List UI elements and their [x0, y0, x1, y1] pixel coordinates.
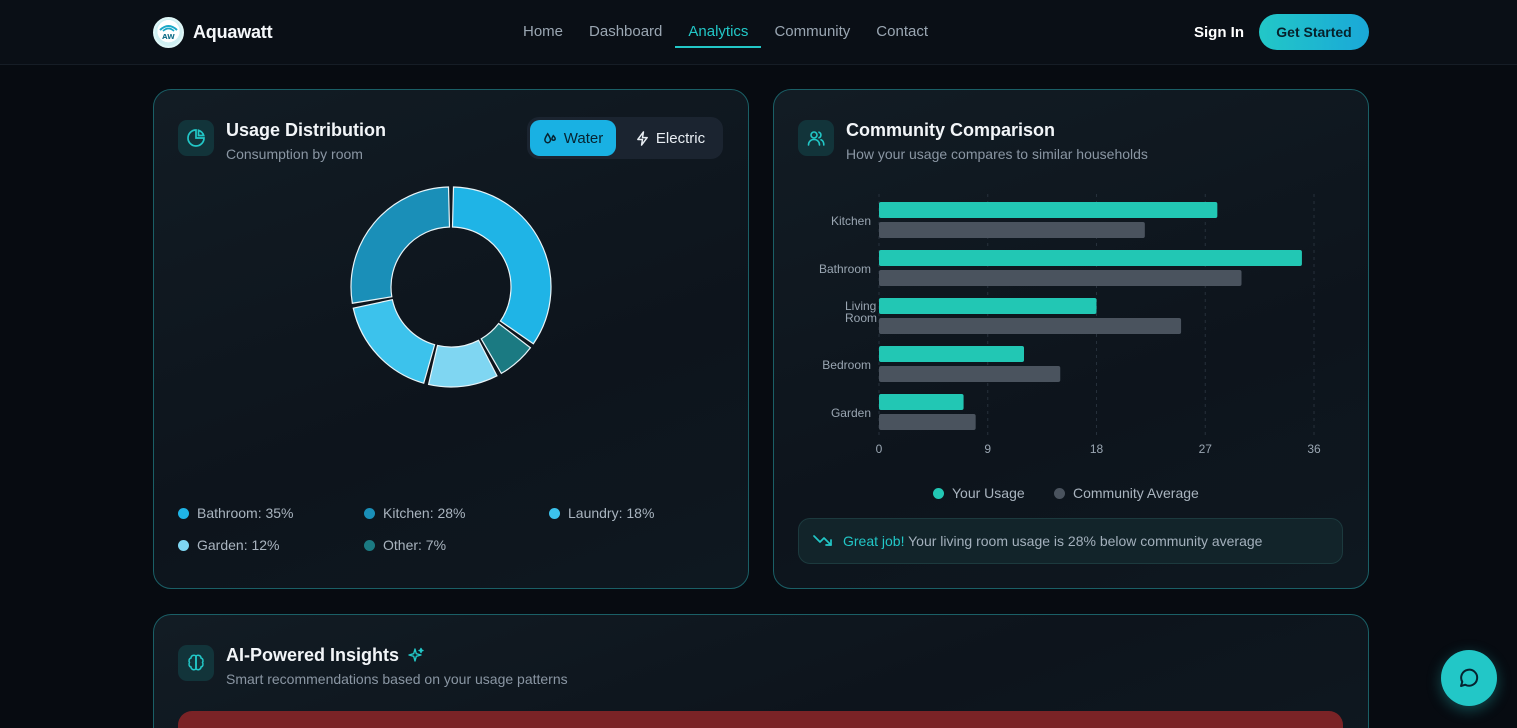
- bar-living-room-community-average[interactable]: [879, 318, 1182, 334]
- donut-slice-laundry[interactable]: [352, 298, 436, 384]
- lightning-icon: [636, 130, 648, 146]
- x-tick-label: 0: [875, 442, 883, 456]
- bar-kitchen-community-average[interactable]: [879, 222, 1145, 238]
- comparison-note: Great job! Your living room usage is 28%…: [798, 518, 1343, 564]
- donut-slice-kitchen[interactable]: [350, 186, 451, 304]
- insights-title: AI-Powered Insights: [226, 645, 425, 666]
- legend-dot: [364, 507, 375, 519]
- top-nav: AW Aquawatt Home Dashboard Analytics Com…: [0, 0, 1517, 65]
- water-toggle-button[interactable]: Water: [530, 120, 616, 156]
- brand[interactable]: AW Aquawatt: [153, 17, 273, 48]
- category-label: Living Room: [845, 299, 878, 325]
- legend-dot: [364, 539, 375, 551]
- chat-bubble-icon: [1460, 668, 1479, 687]
- insights-title-text: AI-Powered Insights: [226, 645, 400, 665]
- water-toggle-label: Water: [563, 129, 604, 147]
- ai-insights-card: AI-Powered Insights Smart recommendation…: [153, 614, 1369, 728]
- category-label: Garden: [830, 406, 871, 420]
- droplet-icon: [543, 131, 556, 143]
- electric-toggle-button[interactable]: Electric: [622, 120, 718, 156]
- legend-dot: [1054, 487, 1065, 499]
- nav-link-home[interactable]: Home: [523, 23, 564, 40]
- get-started-button[interactable]: Get Started: [1259, 14, 1369, 50]
- legend-your-usage: Your Usage: [933, 485, 1025, 501]
- x-tick-label: 36: [1307, 442, 1321, 456]
- note-body: Your living room usage is 28% below comm…: [904, 533, 1263, 549]
- insight-alert-card[interactable]: [178, 711, 1343, 728]
- x-tick-label: 9: [984, 442, 992, 456]
- nav-link-dashboard[interactable]: Dashboard: [589, 23, 663, 40]
- brand-name: Aquawatt: [193, 22, 273, 42]
- chat-button[interactable]: [1441, 650, 1497, 706]
- legend-dot: [178, 507, 189, 519]
- nav-links: Home Dashboard Analytics Community Conta…: [510, 0, 941, 65]
- community-subtitle: How your usage compares to similar house…: [846, 146, 1148, 162]
- electric-toggle-label: Electric: [655, 129, 706, 147]
- usage-subtitle: Consumption by room: [226, 146, 363, 162]
- nav-link-analytics[interactable]: Analytics: [675, 0, 762, 65]
- donut-slice-other[interactable]: [480, 322, 532, 375]
- donut-slice-garden[interactable]: [427, 339, 498, 388]
- brain-icon: [178, 645, 214, 681]
- legend-label: Garden: 12%: [197, 537, 280, 553]
- legend-dot: [549, 507, 560, 519]
- community-comparison-card: Community Comparison How your usage comp…: [773, 89, 1369, 589]
- legend-community-average: Community Average: [1054, 485, 1199, 501]
- bar-bathroom-your-usage[interactable]: [879, 250, 1302, 266]
- trending-down-icon: [813, 535, 832, 546]
- legend-other: Other: 7%: [364, 537, 446, 553]
- sparkles-icon: [408, 647, 424, 662]
- bar-bathroom-community-average[interactable]: [879, 270, 1242, 286]
- community-title: Community Comparison: [846, 120, 1056, 140]
- svg-text:AW: AW: [162, 33, 175, 41]
- bar-kitchen-your-usage[interactable]: [879, 202, 1218, 218]
- usage-title: Usage Distribution: [226, 120, 387, 140]
- donut-slice-bathroom[interactable]: [451, 186, 552, 345]
- bar-garden-your-usage[interactable]: [879, 394, 964, 410]
- category-label: Bedroom: [822, 358, 871, 372]
- logo-icon: AW: [153, 17, 184, 48]
- legend-bathroom: Bathroom: 35%: [178, 505, 294, 521]
- nav-link-contact[interactable]: Contact: [876, 23, 928, 40]
- legend-dot: [178, 539, 189, 551]
- nav-link-community[interactable]: Community: [774, 23, 851, 40]
- resource-toggle: Water Electric: [527, 117, 723, 159]
- legend-kitchen: Kitchen: 28%: [364, 505, 466, 521]
- legend-label: Your Usage: [952, 485, 1025, 501]
- legend-laundry: Laundry: 18%: [549, 505, 654, 521]
- x-tick-label: 18: [1089, 442, 1104, 456]
- bar-bedroom-community-average[interactable]: [879, 366, 1061, 382]
- category-label: Kitchen: [830, 214, 871, 228]
- sign-in-link[interactable]: Sign In: [1194, 24, 1244, 41]
- x-tick-label: 27: [1198, 442, 1212, 456]
- legend-label: Laundry: 18%: [568, 505, 655, 521]
- usage-donut-chart: [350, 186, 552, 388]
- note-highlight: Great job!: [843, 533, 905, 549]
- legend-dot: [933, 487, 944, 499]
- legend-label: Bathroom: 35%: [197, 505, 294, 521]
- bar-bedroom-your-usage[interactable]: [879, 346, 1024, 362]
- bar-garden-community-average[interactable]: [879, 414, 976, 430]
- legend-label: Kitchen: 28%: [383, 505, 466, 521]
- community-bar-chart: [878, 194, 1315, 435]
- pie-chart-icon: [178, 120, 214, 156]
- note-text: Great job! Your living room usage is 28%…: [843, 533, 1262, 549]
- insights-subtitle: Smart recommendations based on your usag…: [226, 671, 568, 687]
- legend-label: Other: 7%: [383, 537, 447, 553]
- legend-garden: Garden: 12%: [178, 537, 280, 553]
- usage-distribution-card: Usage Distribution Consumption by room W…: [153, 89, 749, 589]
- users-icon: [798, 120, 834, 156]
- bar-living-room-your-usage[interactable]: [879, 298, 1097, 314]
- category-label: Bathroom: [818, 262, 871, 276]
- legend-label: Community Average: [1073, 485, 1199, 501]
